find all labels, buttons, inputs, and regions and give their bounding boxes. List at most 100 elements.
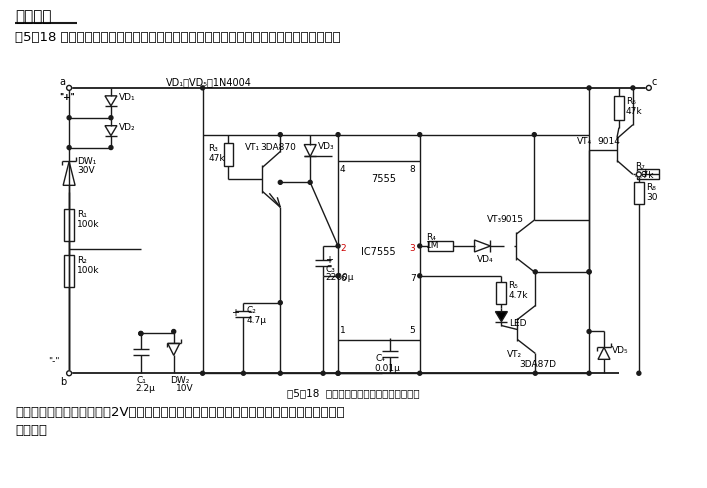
Text: DW₂: DW₂: [170, 375, 189, 385]
Circle shape: [631, 87, 635, 91]
Circle shape: [587, 270, 591, 274]
Circle shape: [587, 371, 591, 375]
Text: VD₁～VD₅：1N4004: VD₁～VD₅：1N4004: [165, 77, 252, 87]
Text: 路可将电话线路电压限制在2V以下，使盗用话机得不到工作电压而无法拨号，从而实现防盗: 路可将电话线路电压限制在2V以下，使盗用话机得不到工作电压而无法拨号，从而实现防…: [16, 405, 345, 418]
Circle shape: [66, 86, 71, 91]
Text: 8: 8: [410, 165, 416, 174]
Circle shape: [139, 332, 143, 336]
Text: C₁: C₁: [137, 375, 147, 385]
Text: VD₂: VD₂: [119, 122, 136, 131]
Text: 工作原理: 工作原理: [16, 9, 52, 24]
Text: C₃: C₃: [325, 264, 335, 273]
Text: d: d: [641, 169, 647, 179]
Text: 图5－18 为采用降压法的防盗用接线盒电路。当盗用话机连接到电话线上并摘机时，本电: 图5－18 为采用降压法的防盗用接线盒电路。当盗用话机连接到电话线上并摘机时，本…: [16, 31, 341, 44]
Polygon shape: [105, 126, 117, 136]
Circle shape: [587, 330, 591, 334]
Text: "-": "-": [47, 356, 59, 365]
Text: DW₁: DW₁: [77, 156, 96, 165]
Text: 7555: 7555: [371, 174, 397, 184]
Text: 9014: 9014: [597, 136, 620, 145]
Bar: [637, 170, 659, 180]
Text: LED: LED: [509, 318, 527, 327]
Text: IC7555: IC7555: [361, 246, 396, 257]
Text: 图5（18  采用降压法的防盗用接线盒电路图: 图5（18 采用降压法的防盗用接线盒电路图: [287, 387, 419, 397]
Bar: [496, 282, 506, 304]
Text: 6: 6: [340, 273, 346, 282]
Bar: [634, 183, 644, 205]
Polygon shape: [474, 241, 491, 252]
Text: VD₃: VD₃: [318, 142, 334, 150]
Circle shape: [336, 244, 340, 248]
Circle shape: [418, 244, 422, 248]
Text: 4.7k: 4.7k: [508, 290, 528, 299]
Circle shape: [587, 87, 591, 91]
Circle shape: [418, 133, 422, 137]
Text: 47k: 47k: [209, 153, 226, 162]
Text: R₇: R₇: [635, 162, 645, 171]
Text: C₂: C₂: [247, 305, 257, 314]
Circle shape: [321, 371, 325, 375]
Text: 9015: 9015: [501, 215, 523, 224]
Text: 100k: 100k: [77, 220, 100, 229]
Bar: [338, 162, 420, 341]
Circle shape: [67, 146, 71, 150]
Text: C₄: C₄: [376, 354, 386, 363]
Text: 2: 2: [340, 244, 346, 252]
Text: "+": "+": [59, 93, 75, 112]
Circle shape: [646, 86, 651, 91]
Text: R₃: R₃: [209, 143, 218, 152]
Circle shape: [336, 371, 340, 375]
Text: VD₁: VD₁: [119, 93, 136, 102]
Text: b: b: [60, 376, 66, 386]
Text: VT₁: VT₁: [245, 142, 259, 151]
Circle shape: [336, 274, 340, 278]
Text: +: +: [231, 307, 240, 317]
Text: VT₄: VT₄: [577, 136, 592, 145]
Text: 3DA87D: 3DA87D: [520, 360, 556, 368]
Circle shape: [201, 87, 204, 91]
Circle shape: [279, 181, 282, 185]
Text: 30: 30: [646, 193, 658, 202]
Circle shape: [533, 270, 537, 274]
Text: 10V: 10V: [176, 384, 193, 392]
Text: VT₃: VT₃: [486, 215, 501, 224]
Text: 100k: 100k: [77, 265, 100, 274]
Circle shape: [336, 371, 340, 375]
Text: 4.7μ: 4.7μ: [247, 315, 267, 324]
Polygon shape: [105, 97, 117, 106]
Polygon shape: [63, 162, 75, 186]
Polygon shape: [304, 145, 316, 157]
Circle shape: [201, 371, 204, 375]
Circle shape: [637, 371, 641, 375]
Circle shape: [67, 117, 71, 121]
Circle shape: [587, 270, 591, 274]
Text: a: a: [59, 77, 65, 87]
Bar: [64, 210, 74, 242]
Circle shape: [242, 371, 245, 375]
Circle shape: [279, 301, 282, 305]
Bar: [223, 143, 233, 167]
Text: 1: 1: [340, 325, 346, 334]
Bar: [428, 242, 452, 251]
Polygon shape: [168, 344, 180, 356]
Text: 2.2μ: 2.2μ: [135, 384, 155, 392]
Text: 2200μ: 2200μ: [325, 272, 354, 281]
Circle shape: [172, 330, 176, 334]
Bar: [64, 255, 74, 287]
Text: c: c: [652, 77, 658, 87]
Text: +: +: [325, 254, 333, 264]
Bar: [203, 135, 589, 373]
Circle shape: [66, 371, 71, 376]
Text: VD₄: VD₄: [477, 254, 493, 264]
Polygon shape: [496, 312, 508, 322]
Circle shape: [532, 133, 537, 137]
Polygon shape: [598, 347, 610, 360]
Circle shape: [139, 332, 143, 336]
Bar: [614, 97, 624, 121]
Text: 4.7k: 4.7k: [635, 171, 655, 180]
Text: VT₂: VT₂: [508, 350, 522, 359]
Circle shape: [308, 181, 312, 185]
Circle shape: [109, 146, 113, 150]
Text: 5: 5: [410, 325, 416, 334]
Text: 30V: 30V: [77, 166, 95, 175]
